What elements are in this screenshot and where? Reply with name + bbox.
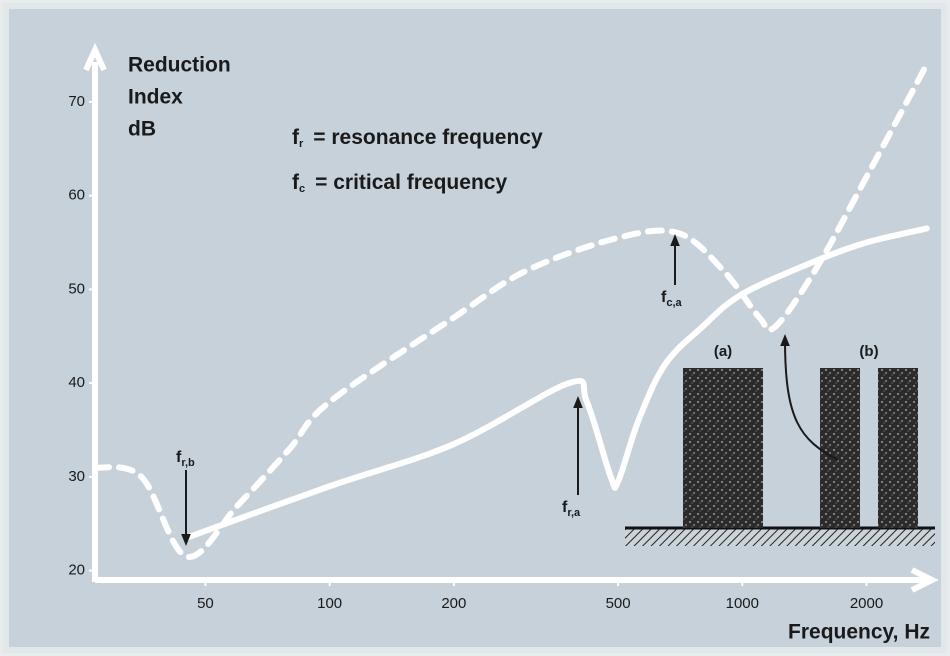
y-tick-label: 20 xyxy=(68,562,85,579)
x-tick-label: 1000 xyxy=(726,595,759,612)
y-label: Reduction xyxy=(128,54,231,77)
y-tick-label: 50 xyxy=(68,280,85,297)
wall-label: (a) xyxy=(714,343,732,360)
marker-sub: r,a xyxy=(567,507,581,519)
y-tick-label: 60 xyxy=(68,187,85,204)
x-tick-label: 200 xyxy=(441,595,466,612)
note-text: = critical frequency xyxy=(315,171,507,194)
note-sub: r xyxy=(299,138,304,150)
note-sub: c xyxy=(299,183,305,195)
wall-label: (b) xyxy=(859,343,878,360)
y-tick-label: 70 xyxy=(68,93,85,110)
y-tick-label: 30 xyxy=(68,468,85,485)
wall-a xyxy=(683,368,763,528)
x-tick-label: 2000 xyxy=(850,595,883,612)
x-tick-label: 100 xyxy=(317,595,342,612)
note: fr= resonance frequency xyxy=(292,126,543,150)
ground xyxy=(625,528,935,546)
note-text: = resonance frequency xyxy=(313,126,543,149)
x-tick-label: 50 xyxy=(197,595,214,612)
x-label: Frequency, Hz xyxy=(788,621,930,644)
marker-sub: c,a xyxy=(666,297,682,309)
y-label: dB xyxy=(128,118,156,141)
y-tick-label: 40 xyxy=(68,374,85,391)
wall-b2 xyxy=(878,368,918,528)
chart: Reduction Index dB Frequency, Hz fr= res… xyxy=(0,0,950,656)
note: fc= critical frequency xyxy=(292,171,507,195)
marker-sub: r,b xyxy=(181,457,195,469)
x-tick-label: 500 xyxy=(606,595,631,612)
wall-b1 xyxy=(820,368,860,528)
y-label: Index xyxy=(128,86,183,109)
